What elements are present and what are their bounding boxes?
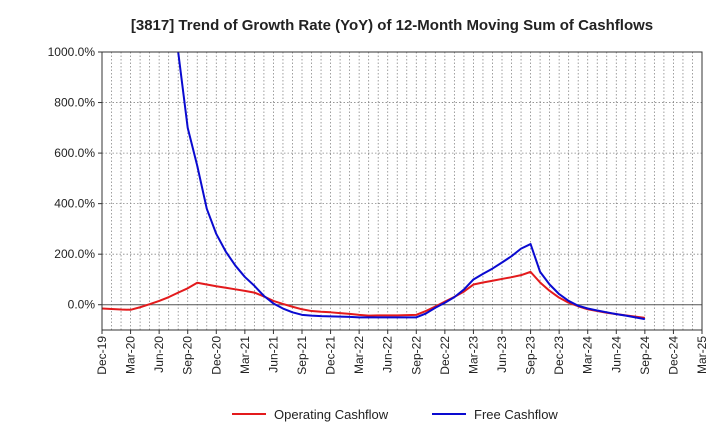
series-line-1 bbox=[177, 52, 646, 321]
x-tick-label: Dec-22 bbox=[438, 336, 452, 375]
y-tick-label: 400.0% bbox=[54, 197, 95, 211]
x-tick-label: Dec-24 bbox=[666, 336, 680, 375]
x-tick-label: Jun-20 bbox=[152, 336, 166, 373]
x-tick-label: Sep-24 bbox=[638, 336, 652, 375]
x-tick-label: Mar-20 bbox=[124, 336, 138, 374]
legend: Operating Cashflow Free Cashflow bbox=[232, 407, 558, 422]
y-tick-label: 200.0% bbox=[54, 247, 95, 261]
series-lines bbox=[102, 52, 646, 321]
series-line-0 bbox=[102, 270, 645, 319]
x-tick-label: Mar-22 bbox=[352, 336, 366, 374]
y-tick-label: 1000.0% bbox=[48, 45, 96, 59]
legend-label-1: Free Cashflow bbox=[474, 407, 558, 422]
x-tick-label: Sep-21 bbox=[295, 336, 309, 375]
y-tick-label: 800.0% bbox=[54, 96, 95, 110]
x-tick-label: Sep-23 bbox=[524, 336, 538, 375]
x-tick-label: Mar-25 bbox=[695, 336, 709, 374]
x-tick-label: Sep-22 bbox=[409, 336, 423, 375]
x-tick-label: Dec-23 bbox=[552, 336, 566, 375]
x-tick-label: Sep-20 bbox=[181, 336, 195, 375]
y-tick-label: 0.0% bbox=[68, 298, 96, 312]
y-axis-ticks: 0.0% 200.0% 400.0% 600.0% 800.0% 1000.0% bbox=[48, 45, 102, 312]
plot-area bbox=[102, 52, 702, 330]
grid bbox=[102, 51, 702, 330]
x-tick-label: Jun-24 bbox=[609, 336, 623, 373]
legend-label-0: Operating Cashflow bbox=[274, 407, 389, 422]
x-tick-label: Mar-21 bbox=[238, 336, 252, 374]
x-tick-label: Jun-21 bbox=[266, 336, 280, 373]
x-tick-label: Dec-20 bbox=[209, 336, 223, 375]
x-tick-label: Mar-23 bbox=[466, 336, 480, 374]
x-tick-label: Jun-23 bbox=[495, 336, 509, 373]
y-tick-label: 600.0% bbox=[54, 146, 95, 160]
x-tick-label: Jun-22 bbox=[381, 336, 395, 373]
plot-frame bbox=[101, 51, 703, 331]
x-tick-label: Dec-19 bbox=[95, 336, 109, 375]
x-tick-label: Dec-21 bbox=[324, 336, 338, 375]
x-axis-ticks: Dec-19 Mar-20 Jun-20 Sep-20 Dec-20 Mar-21 Jun-… bbox=[95, 330, 709, 375]
chart-title: [3817] Trend of Growth Rate (YoY) of 12-… bbox=[131, 17, 653, 34]
x-tick-label: Mar-24 bbox=[581, 336, 595, 374]
